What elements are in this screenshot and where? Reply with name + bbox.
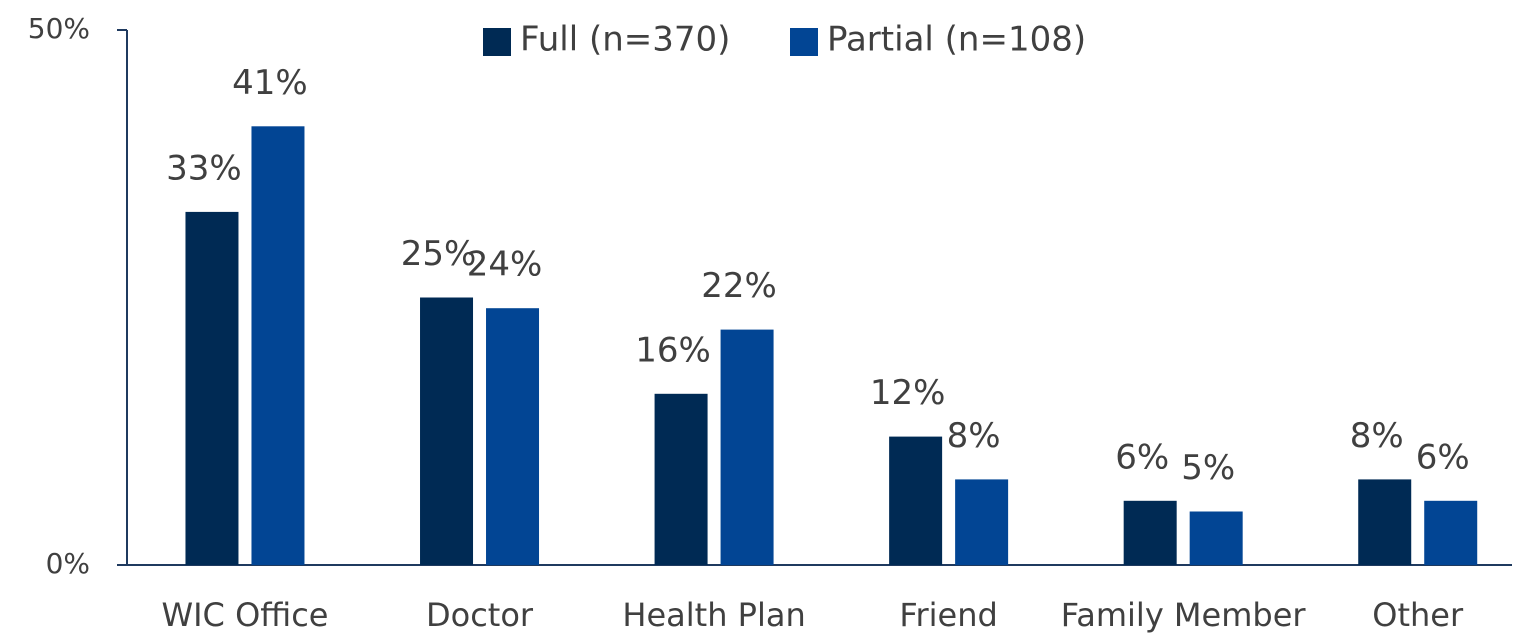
x-tick-label: Other — [1372, 596, 1464, 634]
data-label: 22% — [701, 266, 777, 306]
data-label: 25% — [401, 234, 477, 274]
data-label: 33% — [166, 148, 242, 188]
data-label: 12% — [870, 373, 946, 413]
bar — [1358, 479, 1412, 565]
data-label: 41% — [232, 63, 308, 103]
data-label: 8% — [947, 416, 1001, 456]
x-tick-label: Doctor — [426, 596, 534, 634]
bar — [1123, 500, 1177, 565]
legend-swatch — [790, 28, 818, 56]
data-label: 24% — [467, 245, 543, 285]
y-tick-label: 50% — [28, 12, 90, 45]
data-label: 16% — [635, 330, 711, 370]
x-tick-label: WIC Office — [161, 596, 328, 634]
bar — [654, 393, 708, 565]
legend-label: Partial (n=108) — [827, 20, 1086, 60]
data-label: 6% — [1115, 437, 1169, 477]
bar — [185, 211, 239, 565]
data-label: 8% — [1350, 416, 1404, 456]
bar — [955, 479, 1009, 565]
y-tick-label: 0% — [46, 547, 90, 580]
bar — [486, 308, 540, 565]
bar — [1424, 500, 1478, 565]
data-label: 5% — [1181, 448, 1235, 488]
legend-label: Full (n=370) — [520, 20, 730, 60]
data-label: 6% — [1416, 437, 1470, 477]
bar — [251, 126, 305, 566]
x-tick-label: Friend — [899, 596, 997, 634]
bar — [1189, 511, 1243, 565]
x-tick-label: Health Plan — [622, 596, 805, 634]
bar — [720, 329, 774, 565]
legend-swatch — [483, 28, 511, 56]
bar — [420, 297, 474, 565]
bar — [889, 436, 943, 565]
x-tick-label: Family Member — [1061, 596, 1307, 634]
